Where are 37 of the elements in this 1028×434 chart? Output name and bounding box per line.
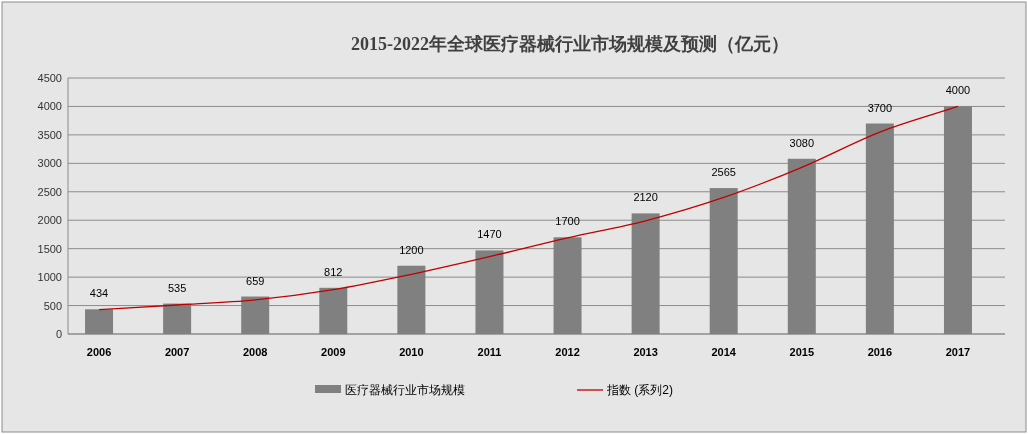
data-label: 1470 (477, 228, 502, 241)
y-tick-label: 0 (55, 328, 62, 340)
y-tick-label: 1000 (37, 271, 62, 284)
legend-label: 指数 (系列2) (606, 383, 673, 397)
data-label: 535 (167, 281, 187, 294)
x-tick-label: 2010 (399, 346, 424, 358)
x-tick-label: 2006 (86, 346, 112, 358)
x-tick-label: 2014 (711, 346, 737, 358)
legend-label: 医疗器械行业市场规模 (345, 383, 465, 397)
chart-title: 2015-2022年全球医疗器械行业市场规模及预测（亿元） (351, 34, 789, 54)
data-label: 812 (324, 265, 343, 278)
x-tick-label: 2011 (477, 346, 502, 358)
x-tick-label: 2016 (867, 346, 893, 358)
y-tick-label: 4000 (37, 100, 62, 113)
data-label: 659 (246, 274, 265, 287)
y-tick-label: 500 (43, 299, 62, 312)
data-label: 2565 (711, 166, 736, 179)
y-tick-label: 2500 (37, 185, 62, 198)
data-label: 4000 (945, 84, 971, 97)
y-tick-label: 4500 (37, 72, 62, 84)
y-tick-label: 1500 (37, 242, 62, 255)
data-label: 2120 (633, 191, 658, 204)
x-tick-label: 2008 (242, 346, 268, 358)
y-tick-label: 3500 (37, 128, 62, 141)
x-tick-label: 2013 (633, 346, 658, 358)
y-tick-label: 3000 (37, 157, 62, 170)
x-tick-label: 2012 (555, 346, 580, 358)
data-label: 3080 (789, 136, 815, 149)
x-tick-label: 2009 (321, 346, 346, 358)
x-tick-label: 2015 (789, 346, 815, 358)
data-label: 1200 (399, 243, 424, 256)
x-tick-label: 2017 (945, 346, 971, 358)
y-tick-label: 2000 (37, 214, 62, 227)
data-label: 434 (89, 287, 109, 300)
x-tick-label: 2007 (164, 346, 190, 358)
data-label: 3700 (867, 101, 893, 114)
data-label: 1700 (555, 215, 580, 228)
